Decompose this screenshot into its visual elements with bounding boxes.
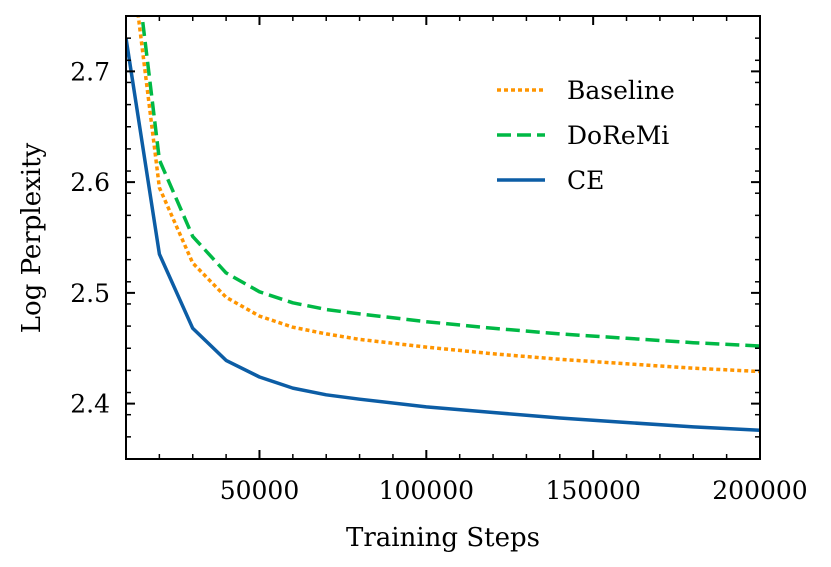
legend: Baseline DoReMi CE	[497, 76, 675, 195]
x-tick-label: 200000	[712, 476, 807, 505]
series-line-doremi	[140, 16, 760, 348]
x-tick-label: 100000	[379, 476, 474, 505]
y-tick-label: 2.6	[70, 168, 110, 197]
y-tick-label: 2.7	[70, 57, 110, 86]
legend-label-ce: CE	[567, 166, 604, 195]
x-axis-label: Training Steps	[346, 523, 540, 553]
legend-label-doremi: DoReMi	[567, 121, 669, 150]
tick-layer: 50000 100000 150000 200000 2.4 2.5 2.6 2.7	[70, 15, 808, 505]
series-line-baseline	[136, 16, 760, 374]
series-line-ce	[126, 37, 760, 432]
y-tick-label: 2.4	[70, 390, 110, 419]
legend-label-baseline: Baseline	[567, 76, 675, 105]
x-tick-label: 150000	[545, 476, 640, 505]
x-tick-label: 50000	[220, 476, 300, 505]
series-layer	[126, 16, 760, 432]
y-axis-label: Log Perplexity	[17, 142, 47, 333]
y-tick-label: 2.5	[70, 279, 110, 308]
